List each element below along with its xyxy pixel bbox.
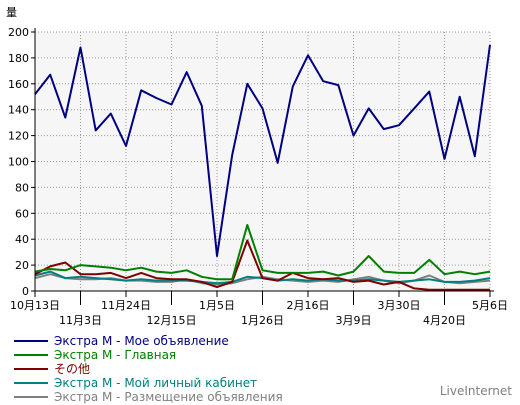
y-tick-label: 0: [22, 285, 29, 298]
x-tick-label: 4月20日: [423, 314, 466, 327]
legend-item: Экстра М - Главная: [14, 348, 283, 362]
y-tick-label: 120: [8, 130, 29, 143]
x-tick-label: 11月3日: [59, 314, 102, 327]
series-line: [34, 239, 490, 291]
legend-label: Экстра М - Размещение объявления: [54, 390, 283, 404]
legend-item: Экстра М - Мое объявление: [14, 334, 283, 348]
legend-item: その他: [14, 362, 283, 376]
x-tick-label: 1月5日: [199, 299, 235, 312]
legend-swatch: [14, 382, 48, 384]
y-tick-labels: 0 20 40 60 80 100 120 140 160 180 200: [8, 26, 29, 298]
y-tick-label: 60: [15, 207, 29, 220]
y-tick-label: 40: [15, 233, 29, 246]
y-tick-label: 140: [8, 104, 29, 117]
series-line: [34, 224, 491, 281]
y-tick-label: 80: [15, 181, 29, 194]
series-line: [34, 44, 491, 257]
watermark: LiveInternet: [439, 384, 512, 398]
x-tick-label: 5月6日: [472, 299, 508, 312]
y-axis-label: 量: [6, 6, 17, 19]
legend-swatch: [14, 368, 48, 370]
legend-label: Экстра М - Главная: [54, 348, 177, 362]
legend-label: Экстра М - Мой личный кабинет: [54, 376, 258, 390]
legend-item: Экстра М - Размещение объявления: [14, 390, 283, 404]
series-lines: [34, 44, 491, 291]
legend-swatch: [14, 396, 48, 398]
x-tick-label: 11月24日: [101, 299, 151, 312]
legend-label: Экстра М - Мое объявление: [54, 334, 229, 348]
x-tick-label: 2月16日: [287, 299, 330, 312]
x-tick-label: 3月30日: [378, 299, 421, 312]
legend: Экстра М - Мое объявление Экстра М - Глав…: [14, 334, 283, 404]
x-tick-label: 1月26日: [241, 314, 284, 327]
axes: [31, 28, 494, 305]
y-tick-label: 20: [15, 259, 29, 272]
legend-label: その他: [54, 362, 91, 376]
y-tick-label: 200: [8, 26, 29, 39]
x-tick-label: 3月9日: [336, 314, 372, 327]
x-tick-label: 12月15日: [147, 314, 197, 327]
legend-item: Экстра М - Мой личный кабинет: [14, 376, 283, 390]
legend-swatch: [14, 340, 48, 342]
y-tick-label: 100: [8, 156, 29, 169]
y-tick-label: 160: [8, 78, 29, 91]
y-tick-label: 180: [8, 52, 29, 65]
x-tick-label: 10月13日: [10, 299, 60, 312]
legend-swatch: [14, 354, 48, 356]
grid-lines: [34, 31, 491, 291]
